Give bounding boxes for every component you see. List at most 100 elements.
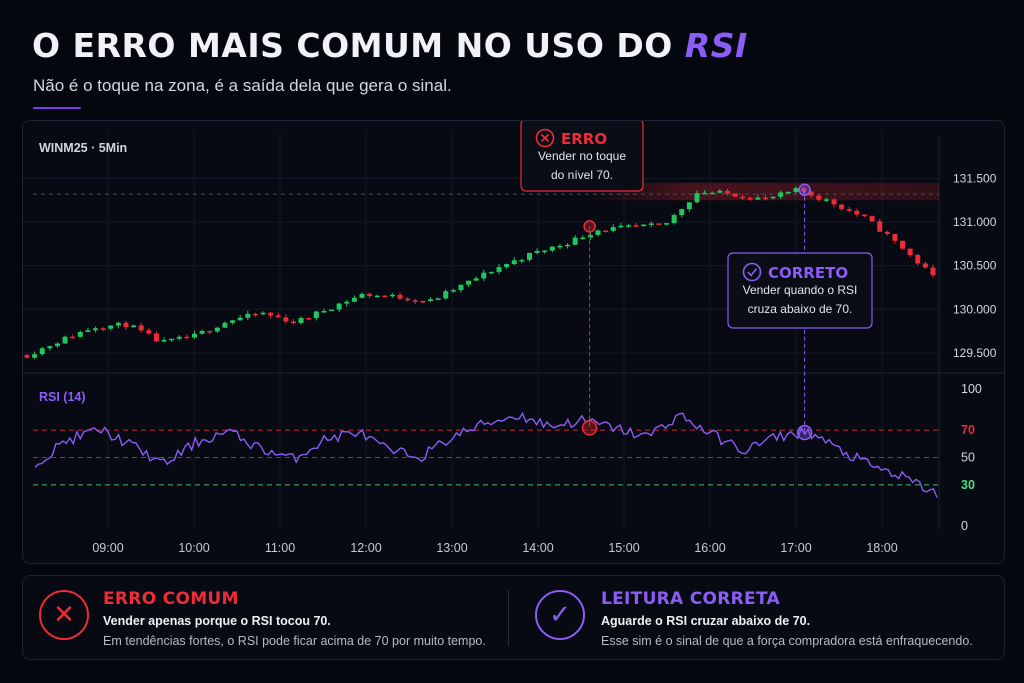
candle-body — [169, 338, 175, 341]
candles-group — [24, 186, 936, 359]
candle-body — [473, 278, 479, 281]
candle-body — [488, 271, 494, 274]
candle-body — [755, 197, 761, 200]
candle-body — [793, 188, 799, 192]
candle-body — [397, 294, 403, 299]
candle-body — [549, 246, 555, 251]
price-tick-label: 130.500 — [953, 259, 997, 273]
candle-body — [664, 223, 670, 225]
candle-body — [24, 355, 30, 358]
candle-body — [184, 336, 190, 339]
correct-price-marker — [798, 183, 811, 197]
candle-body — [717, 190, 723, 193]
rsi-line — [34, 411, 938, 498]
candle-body — [519, 259, 525, 262]
candle-body — [405, 298, 411, 301]
candle-body — [686, 202, 692, 210]
candle-body — [329, 309, 335, 312]
candle-body — [542, 250, 548, 253]
candle-body — [290, 321, 296, 324]
page-title-highlight: RSI — [684, 26, 748, 65]
error-card-explanation: Em tendências fortes, o RSI pode ficar a… — [103, 634, 486, 648]
candle-body — [93, 328, 99, 331]
candle-body — [313, 311, 319, 319]
candle-body — [199, 330, 205, 334]
candle-body — [526, 252, 532, 260]
candle-body — [778, 192, 784, 197]
candle-body — [283, 317, 289, 322]
candle-body — [54, 343, 60, 347]
candle-body — [877, 221, 883, 232]
candle-body — [207, 330, 213, 333]
candle-body — [618, 225, 624, 228]
candle-body — [861, 214, 867, 217]
candle-body — [62, 336, 68, 344]
error-card-title: ERRO COMUM — [103, 589, 239, 609]
candle-body — [732, 193, 738, 197]
candle-body — [161, 339, 167, 342]
candle-body — [374, 295, 380, 298]
candle-body — [633, 225, 639, 227]
x-tick-label: 14:00 — [522, 541, 553, 555]
error-callout-line1: Vender no toque — [538, 149, 626, 163]
candle-body — [268, 312, 274, 316]
rsi-tick-label: 30 — [961, 478, 975, 492]
candle-body — [504, 264, 510, 268]
candle-body — [420, 300, 426, 303]
candle-body — [389, 294, 395, 297]
rsi-tick-label: 100 — [961, 382, 982, 396]
candle-body — [534, 251, 540, 253]
candle-body — [237, 317, 243, 321]
candle-body — [435, 298, 441, 300]
rsi-tick-label: 50 — [961, 451, 975, 465]
candle-body — [595, 230, 601, 235]
price-tick-label: 130.000 — [953, 302, 997, 316]
summary-panel: ✕ ERRO COMUM Vender apenas porque o RSI … — [22, 575, 1005, 660]
candle-body — [907, 248, 913, 256]
candle-body — [32, 354, 38, 358]
candle-body — [466, 280, 472, 285]
candle-body — [892, 234, 898, 241]
candle-body — [770, 196, 776, 199]
rsi-label: RSI (14) — [39, 390, 86, 404]
candle-body — [351, 297, 357, 302]
candle-body — [245, 313, 251, 318]
candle-body — [428, 299, 434, 302]
candle-body — [930, 267, 936, 276]
x-circle-icon: ✕ — [39, 590, 89, 640]
check-circle-icon: ✓ — [535, 590, 585, 640]
error-rsi-marker — [581, 420, 598, 436]
candle-body — [831, 199, 837, 205]
chart-svg: 09:00 10:00 11:00 12:00 13:00 14:00 15:00 16:00… — [23, 121, 1004, 555]
candle-body — [671, 215, 677, 224]
candle-body — [344, 301, 350, 304]
candle-body — [511, 260, 517, 265]
candle-body — [565, 244, 571, 247]
candle-body — [123, 322, 129, 328]
x-tick-label: 17:00 — [780, 541, 811, 555]
rsi-tick-label: 0 — [961, 519, 968, 533]
rsi-tick-label: 70 — [961, 423, 975, 437]
candle-body — [656, 223, 662, 225]
candle-body — [321, 311, 327, 313]
candle-body — [884, 231, 890, 235]
error-card-statement: Vender apenas porque o RSI tocou 70. — [103, 614, 331, 628]
candle-body — [153, 333, 159, 342]
correct-callout-line1: Vender quando o RSI — [743, 283, 858, 297]
candle-body — [785, 191, 791, 194]
correct-callout-box — [727, 252, 873, 329]
x-tick-label: 13:00 — [436, 541, 467, 555]
candle-body — [869, 216, 875, 222]
candle-body — [306, 317, 312, 320]
candle-body — [70, 336, 76, 339]
candle-body — [572, 237, 578, 245]
x-tick-label: 16:00 — [694, 541, 725, 555]
correct-rsi-marker — [796, 424, 813, 441]
candle-body — [603, 230, 609, 233]
candle-body — [176, 336, 182, 339]
candle-body — [275, 315, 281, 318]
correct-card-statement: Aguarde o RSI cruzar abaixo de 70. — [601, 614, 811, 628]
x-tick-label: 15:00 — [608, 541, 639, 555]
error-price-marker — [583, 220, 596, 233]
candle-body — [260, 312, 266, 315]
